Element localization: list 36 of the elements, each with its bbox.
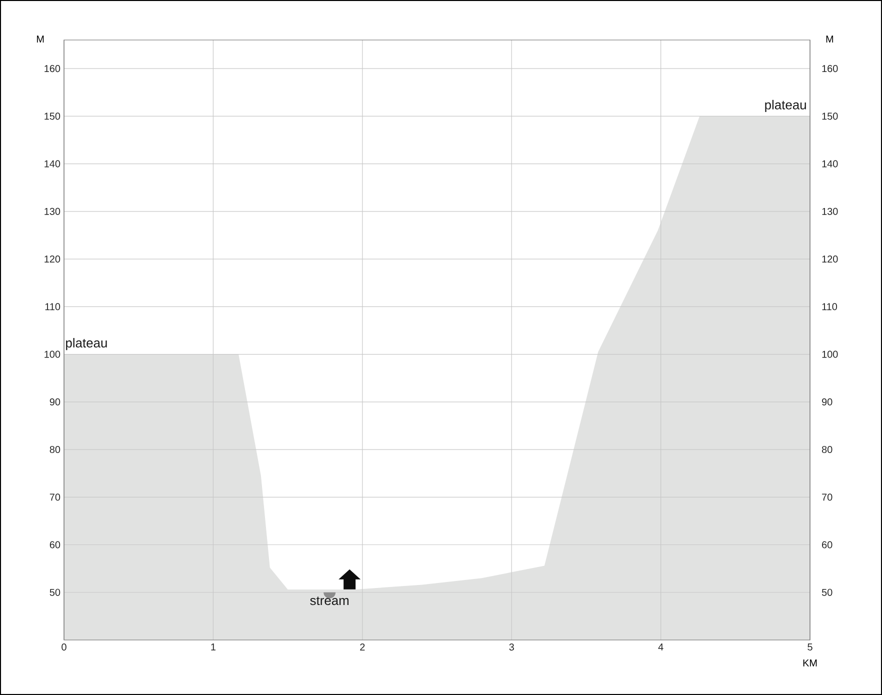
y-tick-label: 70 [50,494,60,501]
y-tick-label: 150 [44,112,60,120]
y2-tick-label: 160 [822,65,838,72]
y2-tick-label: 130 [822,208,838,215]
y2-tick-label: 50 [822,588,832,596]
y2-tick-label: 90 [822,398,832,406]
y2-tick-label: 140 [822,160,838,168]
y2-tick-label: 110 [822,303,838,310]
y-tick-label: 80 [50,446,60,454]
y2-tick-label: 150 [822,112,838,120]
y-tick-label: 100 [44,350,60,358]
annotation: plateau [765,100,806,112]
y-tick-label: 130 [44,208,60,215]
x-tick-label: 0 [62,644,66,651]
annotation: plateau [66,338,107,350]
x-tick-label: 4 [658,644,664,650]
y-axis-title: M [36,36,44,42]
x-tick-label: 2 [360,644,365,650]
annotation: stream [310,596,349,606]
y-tick-label: 120 [44,256,60,263]
y-tick-label: 160 [44,65,60,72]
y2-tick-label: 80 [822,446,832,454]
y-tick-label: 110 [45,303,60,310]
x-tick-label: 1 [211,644,216,650]
x-tick-label: 5 [808,644,812,650]
x-tick-label: 3 [509,644,514,651]
y2-tick-label: 100 [822,350,838,358]
y2-tick-label: 120 [822,256,838,263]
y-tick-label: 90 [50,398,60,406]
y2-axis-title: M [826,36,834,42]
y-tick-label: 50 [50,588,60,596]
y2-tick-label: 70 [822,494,832,501]
y-tick-label: 60 [50,541,60,548]
x-axis-title: KM [803,660,817,666]
y2-tick-label: 60 [822,541,832,548]
y-tick-label: 140 [44,160,60,168]
